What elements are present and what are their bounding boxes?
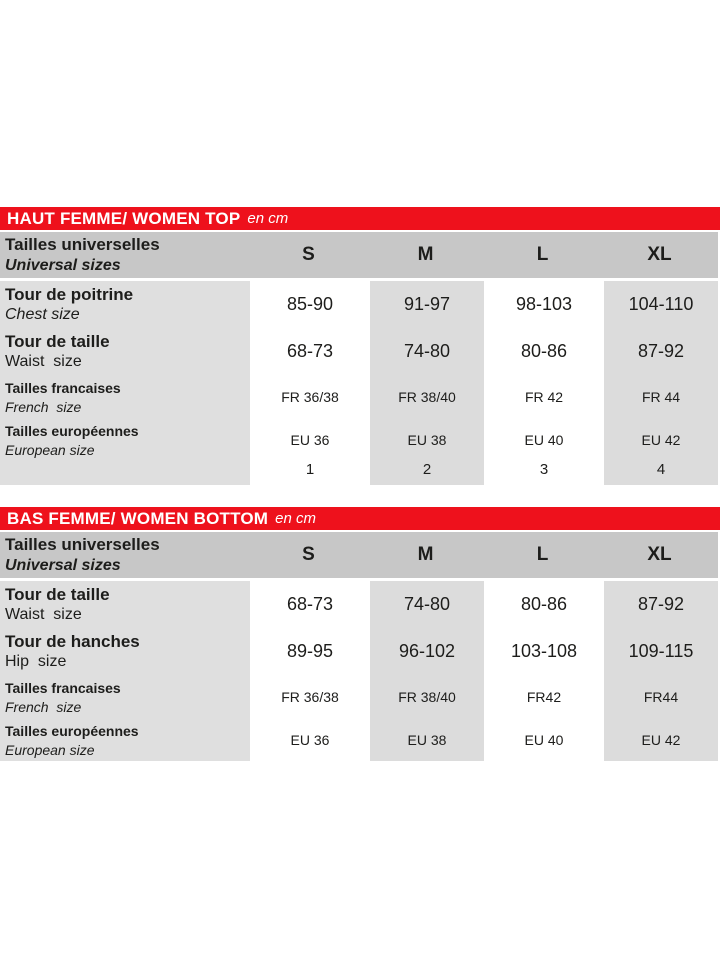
- cell-value: FR 42: [484, 375, 601, 418]
- cell-value: 109-115: [601, 628, 718, 675]
- table-title: HAUT FEMME/ WOMEN TOP: [7, 208, 241, 228]
- table-row-chest: Tour de poitrine Chest size 85-90 91-97 …: [0, 281, 718, 328]
- header-label-fr: Tailles universelles: [5, 535, 160, 554]
- cell-value: EU 40: [484, 718, 601, 761]
- cell-value: 80-86: [484, 328, 601, 375]
- row-label: Tailles européennes European size: [0, 718, 250, 761]
- row-label: Tour de poitrine Chest size: [0, 281, 250, 328]
- cell-value: EU 42: [601, 718, 718, 761]
- size-column-s: S: [302, 244, 315, 265]
- cell-value: EU 36: [250, 418, 367, 461]
- table-title: BAS FEMME/ WOMEN BOTTOM: [7, 508, 269, 528]
- table-unit-label: en cm: [247, 210, 289, 227]
- header-label-en: Universal sizes: [5, 257, 121, 274]
- row-label: Tailles européennes European size: [0, 418, 250, 461]
- cell-value: FR 38/40: [367, 675, 484, 718]
- row-label: Tailles francaises French size: [0, 375, 250, 418]
- table-row-size-index: 1 2 3 4: [0, 461, 718, 485]
- table-row-european-size: Tailles européennes European size EU 36 …: [0, 418, 718, 461]
- row-label-fr: Tour de taille: [5, 584, 110, 604]
- cell-value: 1: [250, 461, 367, 485]
- table-row-waist: Tour de taille Waist size 68-73 74-80 80…: [0, 581, 718, 628]
- cell-value: 87-92: [601, 581, 718, 628]
- row-label-en: French size: [5, 698, 82, 715]
- cell-value: 3: [484, 461, 601, 485]
- row-label-empty: [0, 461, 250, 485]
- table-title-bar: BAS FEMME/ WOMEN BOTTOM en cm: [0, 507, 720, 530]
- cell-value: 103-108: [484, 628, 601, 675]
- row-label: Tour de taille Waist size: [0, 328, 250, 375]
- cell-value: 96-102: [367, 628, 484, 675]
- row-label-en: Chest size: [5, 305, 80, 323]
- row-label-en: European size: [5, 741, 95, 758]
- header-label-fr: Tailles universelles: [5, 235, 160, 254]
- row-label-fr: Tailles européennes: [5, 722, 139, 739]
- row-label-fr: Tailles francaises: [5, 679, 121, 696]
- table-row-waist: Tour de taille Waist size 68-73 74-80 80…: [0, 328, 718, 375]
- size-column-l: L: [536, 544, 549, 565]
- cell-value: 98-103: [484, 281, 601, 328]
- table-title-bar: HAUT FEMME/ WOMEN TOP en cm: [0, 207, 720, 230]
- row-label-fr: Tailles francaises: [5, 379, 121, 396]
- size-header-row: Tailles universelles Universal sizes S M…: [0, 532, 718, 578]
- row-label-en: European size: [5, 441, 95, 458]
- table-row-french-size: Tailles francaises French size FR 36/38 …: [0, 375, 718, 418]
- size-table-women-bottom: BAS FEMME/ WOMEN BOTTOM en cm Tailles un…: [0, 507, 720, 761]
- cell-value: EU 40: [484, 418, 601, 461]
- cell-value: FR 36/38: [250, 375, 367, 418]
- cell-value: 80-86: [484, 581, 601, 628]
- cell-value: 87-92: [601, 328, 718, 375]
- table-row-french-size: Tailles francaises French size FR 36/38 …: [0, 675, 718, 718]
- row-label-en: Hip size: [5, 652, 67, 670]
- row-label-en: Waist size: [5, 605, 82, 623]
- universal-sizes-label: Tailles universelles Universal sizes: [0, 532, 250, 578]
- row-label-fr: Tour de taille: [5, 331, 110, 351]
- size-header-row: Tailles universelles Universal sizes S M…: [0, 232, 718, 278]
- cell-value: 68-73: [250, 581, 367, 628]
- cell-value: 68-73: [250, 328, 367, 375]
- size-column-m: M: [417, 544, 434, 565]
- size-column-xl: XL: [647, 244, 672, 265]
- size-column-m: M: [417, 244, 434, 265]
- header-label-en: Universal sizes: [5, 557, 121, 574]
- cell-value: FR 44: [601, 375, 718, 418]
- row-label-fr: Tour de poitrine: [5, 284, 134, 304]
- row-label: Tour de hanches Hip size: [0, 628, 250, 675]
- table-row-european-size: Tailles européennes European size EU 36 …: [0, 718, 718, 761]
- table-row-hip: Tour de hanches Hip size 89-95 96-102 10…: [0, 628, 718, 675]
- size-column-xl: XL: [647, 544, 672, 565]
- row-label-fr: Tour de hanches: [5, 631, 140, 651]
- cell-value: EU 38: [367, 718, 484, 761]
- row-label: Tailles francaises French size: [0, 675, 250, 718]
- cell-value: 2: [367, 461, 484, 485]
- cell-value: EU 42: [601, 418, 718, 461]
- table-unit-label: en cm: [275, 510, 317, 527]
- size-column-s: S: [302, 544, 315, 565]
- row-label-fr: Tailles européennes: [5, 422, 139, 439]
- cell-value: 91-97: [367, 281, 484, 328]
- cell-value: FR42: [484, 675, 601, 718]
- row-label-en: French size: [5, 398, 82, 415]
- cell-value: EU 36: [250, 718, 367, 761]
- cell-value: 74-80: [367, 328, 484, 375]
- cell-value: 85-90: [250, 281, 367, 328]
- cell-value: FR 38/40: [367, 375, 484, 418]
- cell-value: 104-110: [601, 281, 718, 328]
- cell-value: EU 38: [367, 418, 484, 461]
- universal-sizes-label: Tailles universelles Universal sizes: [0, 232, 250, 278]
- cell-value: 4: [601, 461, 718, 485]
- size-column-l: L: [536, 244, 549, 265]
- cell-value: 89-95: [250, 628, 367, 675]
- cell-value: FR44: [601, 675, 718, 718]
- cell-value: FR 36/38: [250, 675, 367, 718]
- row-label: Tour de taille Waist size: [0, 581, 250, 628]
- cell-value: 74-80: [367, 581, 484, 628]
- row-label-en: Waist size: [5, 352, 82, 370]
- size-table-women-top: HAUT FEMME/ WOMEN TOP en cm Tailles univ…: [0, 207, 720, 485]
